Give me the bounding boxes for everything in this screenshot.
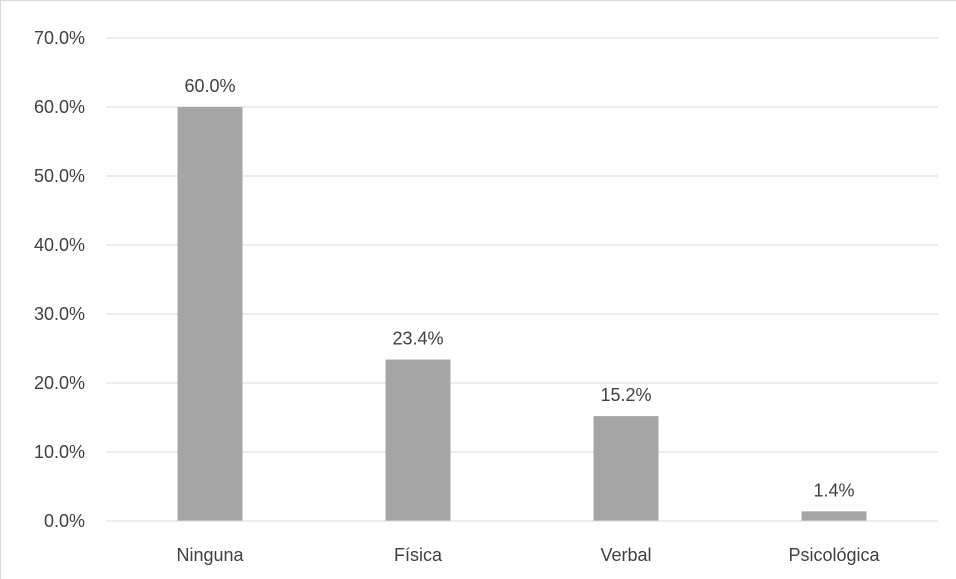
data-label: 60.0% (184, 76, 235, 96)
x-category-label: Psicológica (788, 545, 880, 565)
gridlines (106, 37, 938, 453)
x-category-label: Física (394, 545, 443, 565)
y-tick-label: 20.0% (34, 373, 85, 393)
bar-psicológica (801, 511, 867, 521)
data-label: 15.2% (600, 385, 651, 405)
y-tick-label: 40.0% (34, 235, 85, 255)
bar-física (385, 359, 451, 521)
bar-verbal (593, 416, 659, 521)
y-tick-label: 70.0% (34, 28, 85, 48)
y-tick-label: 0.0% (44, 511, 85, 531)
y-tick-label: 50.0% (34, 166, 85, 186)
y-tick-label: 10.0% (34, 442, 85, 462)
x-category-label: Verbal (600, 545, 651, 565)
bar-ninguna (177, 107, 243, 521)
y-tick-label: 60.0% (34, 97, 85, 117)
y-tick-label: 30.0% (34, 304, 85, 324)
data-label: 23.4% (392, 329, 443, 349)
bars (177, 107, 867, 521)
data-label: 1.4% (813, 480, 854, 500)
y-axis-tick-labels: 0.0% 10.0% 20.0% 30.0% 40.0% 50.0% 60.0% 70.0% (34, 28, 85, 531)
data-labels: 60.0% 23.4% 15.2% 1.4% (184, 76, 854, 500)
x-category-label: Ninguna (176, 545, 244, 565)
x-axis-category-labels: Ninguna Física Verbal Psicológica (176, 545, 880, 565)
